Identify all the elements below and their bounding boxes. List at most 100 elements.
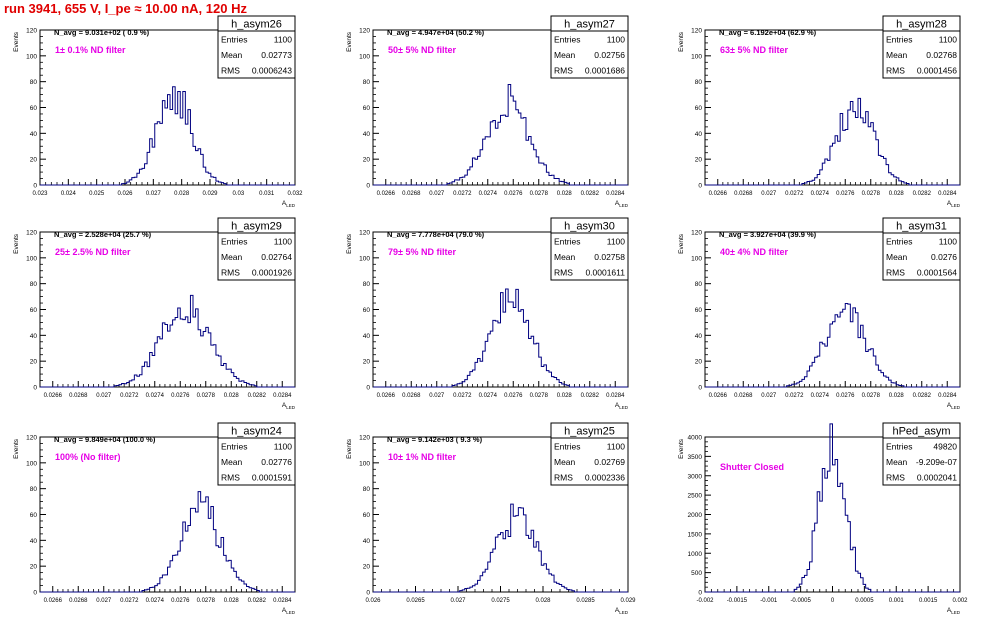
x-tick-label: 0.03 bbox=[232, 191, 244, 197]
y-tick-label: 0 bbox=[366, 385, 370, 392]
x-tick-label: 0.0272 bbox=[785, 393, 804, 399]
y-tick-label: 0 bbox=[366, 183, 370, 190]
stats-key: RMS bbox=[554, 473, 573, 483]
y-tick-label: 0 bbox=[698, 183, 702, 190]
stats-value: 1100 bbox=[607, 237, 626, 247]
y-tick-label: 120 bbox=[691, 230, 702, 237]
x-axis-label-subscript: LED bbox=[286, 610, 296, 615]
histogram-name: h_asym27 bbox=[564, 19, 615, 31]
stats-key: Mean bbox=[886, 252, 908, 262]
navg-label: N_avg = 4.947e+04 (50.2 %) bbox=[387, 28, 485, 37]
histogram-name: hPed_asym bbox=[892, 426, 950, 438]
histogram-line bbox=[40, 491, 295, 593]
stats-key: Mean bbox=[554, 457, 576, 467]
x-tick-label: 0 bbox=[831, 598, 835, 604]
navg-label: N_avg = 9.849e+04 (100.0 %) bbox=[54, 435, 156, 444]
x-tick-label: 0.0274 bbox=[811, 191, 830, 197]
x-axis-label-subscript: LED bbox=[619, 203, 629, 208]
y-tick-label: 80 bbox=[363, 79, 371, 86]
y-tick-label: 100 bbox=[26, 460, 37, 467]
stats-key: Entries bbox=[554, 442, 580, 452]
x-tick-label: 0.0284 bbox=[938, 191, 957, 197]
x-tick-label: 0.001 bbox=[889, 598, 905, 604]
x-tick-label: 0.027 bbox=[96, 598, 112, 604]
x-tick-label: 0.0266 bbox=[44, 393, 63, 399]
y-axis-label: Events bbox=[678, 438, 685, 459]
x-tick-label: 0.0272 bbox=[120, 393, 139, 399]
y-tick-label: 20 bbox=[363, 359, 371, 366]
histogram-line bbox=[373, 288, 628, 388]
x-tick-label: 0.0282 bbox=[248, 598, 267, 604]
navg-label: N_avg = 2.528e+04 (25.7 %) bbox=[54, 230, 152, 239]
x-tick-label: 0.0276 bbox=[836, 393, 855, 399]
x-axis-label-subscript: LED bbox=[951, 203, 961, 208]
x-tick-label: 0.027 bbox=[429, 393, 445, 399]
stats-box bbox=[217, 217, 296, 281]
stats-key: Entries bbox=[221, 35, 247, 45]
y-tick-label: 80 bbox=[363, 486, 371, 493]
stats-value: 0.02764 bbox=[261, 252, 292, 262]
x-tick-label: 0.027 bbox=[450, 598, 466, 604]
x-tick-label: 0.027 bbox=[761, 191, 777, 197]
stats-value: 0.0001926 bbox=[252, 268, 292, 278]
x-axis-label: ALED bbox=[282, 200, 296, 208]
histogram-name: h_asym28 bbox=[896, 19, 947, 31]
y-tick-label: 80 bbox=[30, 486, 38, 493]
y-tick-label: 120 bbox=[359, 28, 370, 35]
stats-key: Mean bbox=[221, 457, 243, 467]
panel-h_asym27: 0 20 40 60 80 100 120 0.0266 0.0268 0.027 0.0272 0.… bbox=[346, 15, 629, 208]
x-tick-label: 0.0268 bbox=[69, 393, 88, 399]
stats-box bbox=[882, 217, 961, 281]
y-axis-label: Events bbox=[678, 31, 685, 52]
x-tick-label: 0.028 bbox=[889, 191, 905, 197]
stats-box bbox=[882, 15, 961, 79]
y-axis-label: Events bbox=[13, 31, 20, 52]
x-tick-label: 0.024 bbox=[61, 191, 77, 197]
navg-label: N_avg = 7.778e+04 (79.0 %) bbox=[387, 230, 485, 239]
x-tick-label: 0.0266 bbox=[44, 598, 63, 604]
panel-h_asym30: 0 20 40 60 80 100 120 0.0266 0.0268 0.027 0.0272 0.… bbox=[346, 217, 629, 410]
stats-value: 0.0001564 bbox=[917, 268, 957, 278]
x-axis-label: ALED bbox=[947, 200, 961, 208]
y-tick-label: 80 bbox=[363, 281, 371, 288]
x-tick-label: 0.029 bbox=[202, 191, 218, 197]
y-tick-label: 120 bbox=[691, 28, 702, 35]
panel-h_asym26: 0 20 40 60 80 100 120 0.023 0.024 0.025 0.026 0.027… bbox=[13, 15, 303, 208]
y-tick-label: 100 bbox=[26, 53, 37, 60]
x-tick-label: 0.0015 bbox=[919, 598, 938, 604]
x-tick-label: 0.027 bbox=[761, 393, 777, 399]
navg-label: N_avg = 3.927e+04 (39.9 %) bbox=[719, 230, 817, 239]
x-tick-label: -0.0015 bbox=[727, 598, 748, 604]
panel-h_asym31: 0 20 40 60 80 100 120 0.0266 0.0268 0.027 0.0272 0.… bbox=[678, 217, 961, 410]
x-axis-label-subscript: LED bbox=[951, 405, 961, 410]
x-tick-label: 0.0284 bbox=[606, 191, 625, 197]
y-tick-label: 60 bbox=[695, 307, 703, 314]
x-tick-label: 0.0266 bbox=[709, 393, 728, 399]
x-tick-label: 0.028 bbox=[557, 393, 573, 399]
x-tick-label: 0.027 bbox=[429, 191, 445, 197]
x-tick-label: 0.0276 bbox=[504, 191, 523, 197]
x-axis-label: ALED bbox=[947, 607, 961, 615]
x-axis-label-subscript: LED bbox=[951, 610, 961, 615]
y-tick-label: 120 bbox=[359, 230, 370, 237]
y-tick-label: 100 bbox=[359, 460, 370, 467]
filter-annotation: 63± 5% ND filter bbox=[720, 45, 788, 55]
histogram-name: h_asym30 bbox=[564, 221, 615, 233]
x-tick-label: 0.031 bbox=[259, 191, 275, 197]
x-tick-label: 0.028 bbox=[224, 598, 240, 604]
x-tick-label: 0.0278 bbox=[862, 393, 881, 399]
stats-key: Mean bbox=[886, 50, 908, 60]
page-title: run 3941, 655 V, I_pe ≈ 10.00 nA, 120 Hz bbox=[4, 1, 247, 16]
y-tick-label: 60 bbox=[363, 105, 371, 112]
y-tick-label: 0 bbox=[33, 183, 37, 190]
y-tick-label: 20 bbox=[30, 359, 38, 366]
y-tick-label: 40 bbox=[30, 538, 38, 545]
x-axis-label: ALED bbox=[615, 607, 629, 615]
y-tick-label: 0 bbox=[698, 385, 702, 392]
navg-label: N_avg = 9.031e+02 ( 0.9 %) bbox=[54, 28, 150, 37]
x-tick-label: 0.0282 bbox=[248, 393, 267, 399]
y-tick-label: 120 bbox=[26, 230, 37, 237]
stats-key: RMS bbox=[886, 268, 905, 278]
x-axis-label: ALED bbox=[282, 402, 296, 410]
filter-annotation: 100% (No filter) bbox=[55, 452, 121, 462]
